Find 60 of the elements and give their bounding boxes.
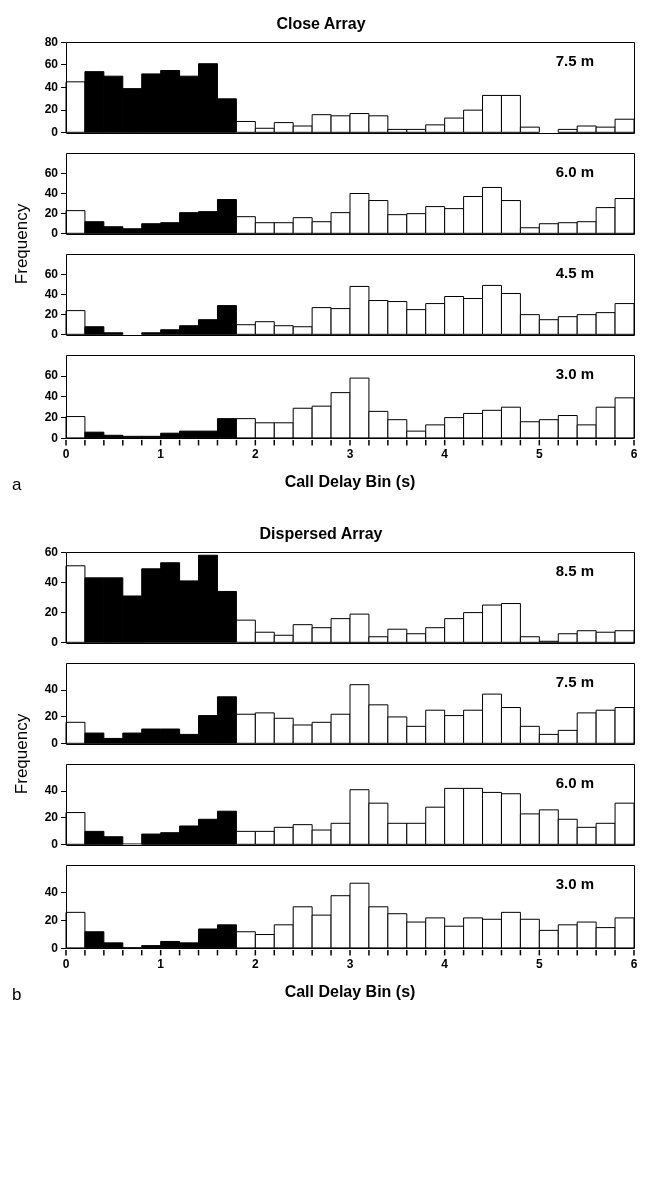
x-tick-label: 1 bbox=[157, 956, 165, 971]
annotation: 6.0 m bbox=[555, 162, 594, 180]
x-tick-label: 1 bbox=[157, 446, 165, 461]
x-tick-label: 2 bbox=[251, 956, 259, 971]
annotation: 3.0 m bbox=[555, 874, 594, 892]
annotation: 7.5 m bbox=[555, 51, 594, 69]
text: a bbox=[12, 475, 22, 495]
x-tick-label: 4 bbox=[441, 446, 449, 461]
x-tick-label: 5 bbox=[535, 956, 543, 971]
y-tick-label: 40 bbox=[44, 574, 59, 589]
y-tick-label: 20 bbox=[44, 912, 59, 927]
annotation: 7.5 m bbox=[555, 672, 594, 690]
y-tick-label: 40 bbox=[44, 79, 59, 94]
x-tick-label: 3 bbox=[346, 446, 354, 461]
chart-title: Close Array bbox=[276, 15, 366, 33]
y-tick-label: 20 bbox=[44, 205, 59, 220]
x-tick-label: 0 bbox=[62, 956, 70, 971]
x-tick-label: 3 bbox=[346, 956, 354, 971]
y-tick-label: 60 bbox=[44, 544, 59, 559]
x-axis-title: Call Delay Bin (s) bbox=[284, 472, 416, 490]
y-tick-label: 0 bbox=[51, 940, 59, 955]
x-tick-label: 6 bbox=[630, 956, 638, 971]
text: b bbox=[12, 985, 22, 1005]
y-tick-label: 60 bbox=[44, 368, 59, 383]
y-tick-label: 0 bbox=[51, 837, 59, 852]
y-tick-label: 40 bbox=[44, 185, 59, 200]
y-tick-label: 40 bbox=[44, 682, 59, 697]
x-tick-label: 5 bbox=[535, 446, 543, 461]
annotation: 6.0 m bbox=[555, 773, 594, 791]
y-tick-label: 0 bbox=[51, 430, 59, 445]
y-tick-label: 20 bbox=[44, 102, 59, 117]
y-tick-label: 20 bbox=[44, 306, 59, 321]
y-tick-label: 0 bbox=[51, 327, 59, 342]
x-tick-label: 4 bbox=[441, 956, 449, 971]
y-tick-label: 0 bbox=[51, 226, 59, 241]
y-tick-label: 40 bbox=[44, 885, 59, 900]
x-tick-label: 6 bbox=[630, 446, 638, 461]
y-tick-label: 20 bbox=[44, 409, 59, 424]
y-tick-label: 20 bbox=[44, 810, 59, 825]
y-tick-label: 80 bbox=[44, 34, 59, 49]
y-tick-label: 0 bbox=[51, 125, 59, 140]
x-tick-label: 0 bbox=[62, 446, 70, 461]
y-tick-label: 20 bbox=[44, 604, 59, 619]
y-axis-title: Frequency bbox=[12, 713, 32, 795]
y-tick-label: 60 bbox=[44, 57, 59, 72]
y-tick-label: 0 bbox=[51, 635, 59, 650]
y-tick-label: 40 bbox=[44, 783, 59, 798]
y-tick-label: 40 bbox=[44, 286, 59, 301]
y-tick-label: 60 bbox=[44, 165, 59, 180]
y-axis-title: Frequency bbox=[12, 203, 32, 285]
x-axis-title: Call Delay Bin (s) bbox=[284, 982, 416, 1000]
y-tick-label: 40 bbox=[44, 389, 59, 404]
annotation: 8.5 m bbox=[555, 561, 594, 579]
y-tick-label: 0 bbox=[51, 736, 59, 751]
y-tick-label: 20 bbox=[44, 709, 59, 724]
x-tick-label: 2 bbox=[251, 446, 259, 461]
annotation: 3.0 m bbox=[555, 364, 594, 382]
annotation: 4.5 m bbox=[555, 263, 594, 281]
chart-title: Dispersed Array bbox=[259, 525, 383, 543]
y-tick-label: 60 bbox=[44, 266, 59, 281]
